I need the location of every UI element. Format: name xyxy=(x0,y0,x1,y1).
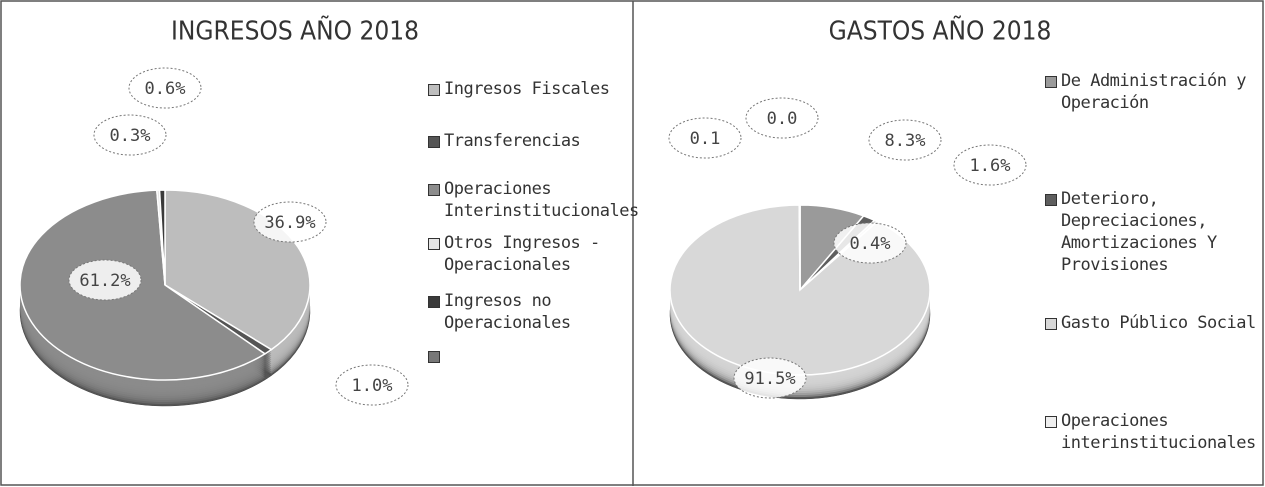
label-bubble xyxy=(733,357,807,399)
slice xyxy=(19,189,267,381)
legend-label: Ingresos Fiscales xyxy=(444,79,610,99)
legend-entry: De Administración y Operación xyxy=(1045,70,1265,114)
legend-swatch xyxy=(1045,416,1057,428)
legend-label: De Administración y Operación xyxy=(1061,71,1246,113)
chart-title: INGRESOS AÑO 2018 xyxy=(171,15,419,47)
legend-swatch xyxy=(428,184,440,196)
legend-swatch xyxy=(1045,76,1057,88)
legend-swatch xyxy=(428,136,440,148)
legend-entry: Otros Ingresos - Operacionales xyxy=(428,232,659,276)
label-bubble xyxy=(68,259,142,301)
label-bubble xyxy=(128,67,202,109)
legend-entry: Operaciones interinstitucionales xyxy=(1045,410,1265,454)
legend-entry: Deterioro, Depreciaciones, Amortizacione… xyxy=(1045,188,1265,276)
legend-label: Deterioro, Depreciaciones, Amortizacione… xyxy=(1061,189,1217,275)
legend-label: Gasto Público Social xyxy=(1061,313,1256,333)
data-label: 0.0 xyxy=(767,109,798,129)
legend-swatch xyxy=(428,238,440,250)
chart-title: GASTOS AÑO 2018 xyxy=(829,15,1052,47)
legend-entry: Ingresos no Operacionales xyxy=(428,290,659,334)
data-label: 0.6% xyxy=(145,79,186,99)
label-bubble xyxy=(745,97,819,139)
label-bubble xyxy=(868,119,942,161)
legend-entry: Operaciones Interinstitucionales xyxy=(428,178,659,222)
label-bubble xyxy=(253,201,327,243)
legend-entry: Transferencias xyxy=(428,130,659,152)
data-label: 1.6% xyxy=(970,156,1011,176)
legend-label: Ingresos no Operacionales xyxy=(444,291,571,333)
legend-swatch xyxy=(428,296,440,308)
legend-entry: Ingresos Fiscales xyxy=(428,78,659,100)
data-label: 36.9% xyxy=(264,213,315,233)
data-label: 0.1 xyxy=(690,129,721,149)
slice xyxy=(158,189,166,286)
legend-swatch xyxy=(428,84,440,96)
legend-entry: Gasto Público Social xyxy=(1045,312,1265,334)
legend-swatch xyxy=(1045,318,1057,330)
label-bubble xyxy=(953,144,1027,186)
label-bubble xyxy=(668,117,742,159)
legend-label: Transferencias xyxy=(444,131,581,151)
data-label: 61.2% xyxy=(79,271,130,291)
label-bubble xyxy=(335,364,409,406)
data-label: 1.0% xyxy=(352,376,393,396)
legend-label: Operaciones interinstitucionales xyxy=(1061,411,1256,453)
label-bubble xyxy=(833,222,907,264)
legend-label: Otros Ingresos - Operacionales xyxy=(444,233,600,275)
label-bubble xyxy=(93,114,167,156)
legend-label: Operaciones Interinstitucionales xyxy=(444,179,639,221)
data-label: 91.5% xyxy=(744,369,795,389)
legend-swatch xyxy=(428,351,440,363)
data-label: 0.3% xyxy=(110,126,151,146)
data-label: 0.4% xyxy=(850,234,891,254)
data-label: 8.3% xyxy=(885,131,926,151)
legend-swatch xyxy=(1045,194,1057,206)
